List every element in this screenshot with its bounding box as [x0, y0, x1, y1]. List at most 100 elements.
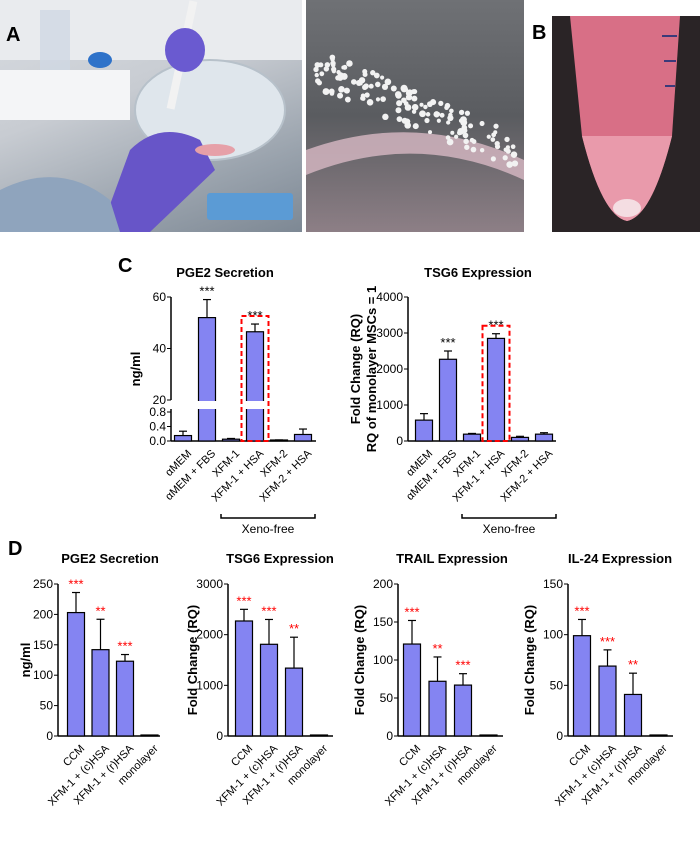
bar: [221, 438, 241, 442]
spheroid-dot: [462, 132, 469, 139]
x-tick-label: CCM: [397, 743, 423, 769]
spheroid-dot: [511, 160, 519, 167]
bar: [402, 643, 422, 737]
bar: [115, 660, 135, 737]
photo-label-box: [207, 193, 293, 220]
y-axis-label: ng/ml: [128, 352, 143, 387]
photo-lab-hood-drawing: [0, 0, 302, 232]
spheroid-dot: [322, 88, 330, 96]
spheroid-dot: [358, 81, 363, 86]
bar: [486, 337, 506, 442]
y-tick-label: 200: [33, 607, 53, 621]
spheroid-dot: [490, 137, 496, 142]
axis-break-gap: [167, 401, 175, 409]
group-bracket: [220, 514, 316, 519]
y-tick-label: 150: [373, 615, 393, 629]
spheroid-dot: [401, 97, 407, 104]
y-axis-label: ng/ml: [18, 643, 33, 678]
group-bracket: [461, 514, 557, 519]
spheroid-dot: [396, 100, 403, 107]
x-tick-label: αMEM + FBS: [404, 448, 459, 503]
spheroid-dot: [337, 92, 344, 99]
spheroid-dot: [436, 118, 441, 123]
x-tick-label: CCM: [61, 743, 87, 769]
bar: [649, 734, 668, 737]
spheroid-dot: [458, 118, 464, 123]
x-tick-label: XFM-1 + (c)HSA: [383, 742, 449, 808]
spheroid-dot: [503, 147, 508, 152]
bar: [598, 665, 617, 737]
spheroid-dot: [463, 138, 469, 145]
spheroid-dot: [423, 104, 428, 110]
spheroid-dot: [316, 80, 322, 86]
x-tick-label: XFM-1 + (c)HSA: [553, 742, 619, 808]
spheroid-dot: [424, 117, 430, 124]
spheroid-dot: [411, 109, 417, 114]
bar: [428, 680, 447, 737]
spheroid-dot: [381, 83, 389, 90]
x-tick-label: XFM-1 + (c)HSA: [214, 742, 280, 808]
y-tick-label: 2000: [196, 628, 223, 642]
y-tick-label: 3000: [196, 577, 223, 591]
y-tick-label: 200: [373, 577, 393, 591]
spheroid-dot: [446, 120, 451, 125]
axis-break-gap: [244, 401, 266, 409]
chart-title: TSG6 Expression: [226, 551, 334, 566]
x-tick-label: XFM-1 + HSA: [210, 447, 267, 504]
significance-stars: ***: [247, 308, 262, 323]
bar: [534, 433, 554, 442]
y-tick-label: 0: [556, 729, 563, 743]
spheroid-dot: [346, 60, 353, 67]
spheroid-dot: [373, 72, 380, 79]
photo-spheroids-dish: [306, 0, 524, 232]
y-tick-label: 0: [216, 729, 223, 743]
spheroid-dot: [494, 143, 501, 150]
y-tick-label: 250: [33, 577, 53, 591]
x-tick-label: XFM-1 + (r)HSA: [580, 742, 645, 807]
x-tick-label: CCM: [229, 743, 255, 769]
bar: [453, 684, 473, 737]
y-tick-label: 20: [153, 393, 167, 407]
spheroid-dot: [491, 132, 497, 138]
bar: [66, 611, 86, 737]
y-axis-label: Fold Change (RQ): [352, 605, 367, 716]
bar: [269, 439, 289, 442]
x-tick-label: monolayer: [285, 742, 330, 787]
chart-title: TSG6 Expression: [424, 265, 532, 280]
x-tick-label: XFM-1 + (c)HSA: [46, 742, 112, 808]
bar: [234, 620, 254, 737]
y-tick-label: 0: [46, 729, 53, 743]
bar: [510, 436, 530, 442]
spheroid-dot: [340, 73, 348, 80]
spheroid-dot: [343, 87, 350, 94]
y-tick-label: 0.0: [149, 434, 166, 448]
spheroid-dot: [390, 85, 397, 92]
spheroid-dot: [405, 119, 411, 124]
highlight-box: [240, 315, 270, 443]
panel-label-d: D: [8, 538, 23, 560]
y-tick-label: 2000: [376, 362, 403, 376]
y-tick-label: 100: [373, 653, 393, 667]
spheroid-dot: [331, 63, 336, 68]
spheroid-dot: [404, 104, 412, 111]
bar: [293, 433, 313, 442]
bar: [572, 635, 592, 737]
spheroid-dot: [380, 75, 385, 80]
bar: [245, 331, 265, 442]
spheroid-dot: [511, 153, 517, 158]
axis-break-gap: [196, 401, 218, 409]
significance-stars: ***: [199, 284, 214, 299]
significance-stars: ***: [600, 634, 615, 649]
spheroid-dot: [370, 70, 376, 76]
spheroid-dot: [344, 96, 351, 103]
y-tick-label: 3000: [376, 326, 403, 340]
y-tick-label: 150: [33, 638, 53, 652]
spheroid-dot: [444, 105, 449, 111]
significance-stars: ***: [488, 318, 503, 333]
spheroid-dot: [342, 64, 348, 70]
y-tick-label: 50: [40, 699, 54, 713]
spheroid-dot: [329, 91, 335, 96]
spheroid-dot: [435, 112, 441, 117]
y-tick-label: 1000: [196, 678, 223, 692]
spheroid-dot: [447, 114, 454, 122]
